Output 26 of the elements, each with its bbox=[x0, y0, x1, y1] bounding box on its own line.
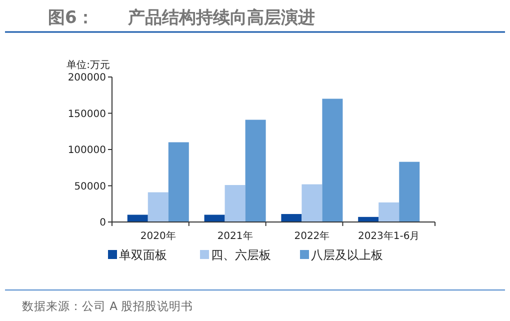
bar bbox=[322, 98, 343, 222]
chart-title: 图6： 产品结构持续向高层演进 bbox=[48, 8, 315, 28]
bar bbox=[399, 162, 420, 222]
y-tick-label: 150000 bbox=[68, 108, 106, 120]
bar bbox=[224, 185, 246, 222]
y-tick-label: 50000 bbox=[74, 181, 106, 192]
y-axis-title: 单位:万元 bbox=[66, 59, 110, 71]
bar bbox=[302, 184, 322, 222]
bar bbox=[378, 202, 400, 222]
bar bbox=[127, 214, 148, 222]
x-tick-label: 2021年 bbox=[217, 230, 253, 242]
bar bbox=[245, 120, 266, 222]
x-tick-label: 2023年1-6月 bbox=[358, 230, 420, 242]
source-note: 数据来源：公司 A 股招股说明书 bbox=[22, 299, 194, 313]
legend-label: 八层及以上板 bbox=[311, 248, 383, 262]
bar bbox=[148, 192, 168, 222]
bar bbox=[281, 214, 302, 222]
legend-label: 单双面板 bbox=[119, 248, 167, 262]
bar bbox=[204, 214, 225, 222]
y-tick-label: 200000 bbox=[68, 72, 106, 84]
legend-label: 四、六层板 bbox=[211, 248, 271, 262]
x-tick-label: 2020年 bbox=[140, 230, 176, 242]
bar bbox=[168, 142, 189, 222]
y-tick-label: 100000 bbox=[68, 145, 106, 156]
x-tick-label: 2022年 bbox=[294, 230, 330, 242]
y-tick-label: 0 bbox=[100, 218, 106, 228]
